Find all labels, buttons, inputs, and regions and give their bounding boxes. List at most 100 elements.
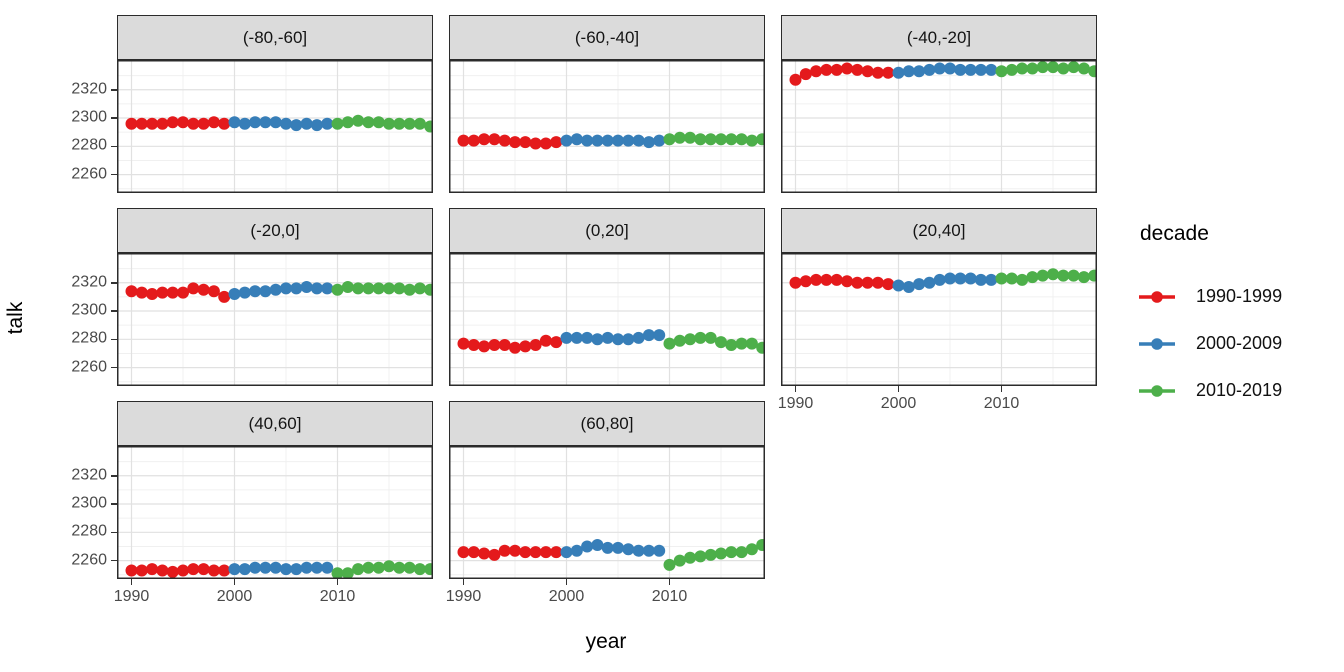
data-point [1005, 63, 1018, 76]
data-point [789, 73, 802, 86]
data-point [321, 282, 334, 295]
data-point [871, 276, 884, 289]
data-point [529, 546, 542, 559]
facet-strip-20-0: (-20,0] [117, 208, 433, 253]
facet-panel-0-20 [449, 253, 765, 386]
data-point [352, 282, 365, 295]
series-1990-1999 [789, 273, 895, 291]
data-point [745, 337, 758, 350]
data-point [125, 285, 138, 298]
series-2010-2019 [995, 268, 1097, 286]
data-point [269, 283, 282, 296]
x-tick-mark [462, 579, 465, 585]
data-point [413, 563, 426, 576]
series-1990-1999 [125, 282, 231, 303]
data-point [756, 341, 765, 354]
data-point [352, 114, 365, 127]
legend-key-line-dot-icon [1139, 290, 1175, 303]
data-point [424, 283, 433, 296]
data-point [509, 341, 521, 354]
y-tick-label: 2320 [71, 273, 107, 291]
data-point [1077, 62, 1090, 75]
data-point [601, 134, 614, 147]
data-point [290, 119, 303, 132]
data-point [653, 329, 666, 342]
data-point [1088, 65, 1097, 78]
data-point [1016, 62, 1029, 75]
data-point [694, 133, 707, 146]
data-point [1057, 62, 1070, 75]
facet-panel-40-60 [117, 446, 433, 579]
data-point [882, 278, 895, 291]
data-point [478, 133, 491, 146]
data-point [612, 333, 624, 346]
x-tick-label: 2000 [548, 588, 585, 605]
data-point [892, 279, 905, 292]
data-point [413, 117, 426, 130]
data-point [673, 131, 686, 144]
data-point [892, 66, 905, 79]
data-point [457, 337, 470, 350]
data-point [467, 339, 480, 351]
data-point [146, 117, 159, 130]
data-point [725, 546, 738, 559]
data-point [207, 285, 220, 298]
data-point [228, 288, 241, 300]
data-point [478, 547, 491, 560]
data-point [424, 563, 433, 576]
series-1990-1999 [125, 116, 231, 130]
data-point [913, 65, 926, 78]
facet-strip-60-40: (-60,-40] [449, 15, 765, 60]
data-point [581, 134, 594, 147]
data-point [125, 564, 138, 577]
y-tick-mark [111, 474, 117, 477]
data-point [146, 563, 159, 576]
data-point [238, 117, 251, 130]
series-2010-2019 [331, 114, 433, 133]
data-point [403, 561, 416, 574]
data-point [954, 63, 967, 76]
data-point [745, 134, 758, 147]
data-point [673, 334, 686, 347]
data-point [1067, 269, 1080, 282]
data-point [725, 339, 738, 351]
series-1990-1999 [457, 334, 563, 354]
data-point [488, 133, 501, 146]
data-point [810, 65, 823, 78]
data-point [694, 331, 707, 344]
x-tick-mark [233, 579, 236, 585]
y-tick-mark [111, 117, 117, 119]
data-point [581, 331, 594, 344]
data-point [704, 548, 717, 561]
data-point [187, 563, 200, 576]
data-point [269, 116, 282, 129]
data-point [653, 134, 666, 147]
data-point [570, 133, 583, 146]
data-point [1036, 269, 1049, 282]
series-2010-2019 [663, 131, 765, 147]
data-point [156, 117, 169, 130]
data-point [321, 117, 334, 130]
data-point [403, 117, 416, 130]
data-point [756, 133, 765, 146]
y-tick-mark [111, 366, 117, 369]
data-point [642, 544, 655, 557]
data-point [591, 539, 604, 551]
x-tick-label: 2010 [983, 395, 1020, 412]
data-point [944, 62, 956, 75]
facet-strip-0-20: (0,20] [449, 208, 765, 253]
x-tick-mark [794, 386, 797, 392]
data-point [1005, 272, 1018, 285]
y-tick-label: 2280 [71, 329, 107, 347]
data-point [509, 136, 521, 149]
data-point [249, 116, 262, 129]
y-tick-label: 2260 [71, 358, 107, 376]
data-point [393, 117, 406, 130]
series-1990-1999 [457, 544, 563, 561]
data-point [228, 563, 241, 576]
data-point [498, 544, 511, 557]
y-tick-mark [111, 338, 117, 341]
y-tick-label: 2300 [71, 494, 107, 512]
data-point [735, 337, 748, 350]
data-point [478, 340, 491, 353]
